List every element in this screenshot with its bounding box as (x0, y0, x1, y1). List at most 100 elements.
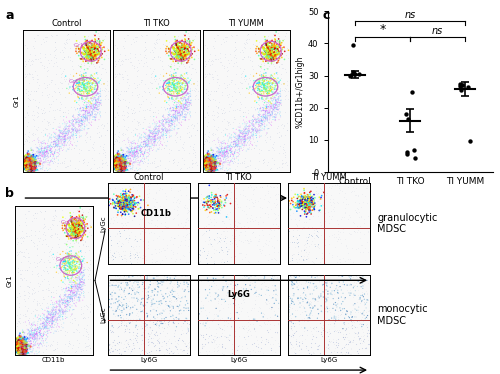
Point (51, 322, 59, 328)
Point (233, 142, 241, 148)
Point (258, 114, 266, 120)
Point (111, 71, 119, 77)
Point (24, 161, 32, 167)
Point (68, 142, 76, 148)
Point (22, 215, 30, 221)
Point (19, 351, 27, 357)
Point (208, 71, 216, 77)
Point (270, 184, 278, 190)
Point (74, 322, 82, 328)
Point (76, 87, 84, 93)
Point (90, 101, 98, 107)
Point (258, 80, 266, 86)
Point (58, 297, 66, 303)
Point (111, 157, 119, 163)
Point (116, 162, 124, 168)
Point (236, 134, 244, 140)
Point (209, 159, 217, 165)
Point (241, 121, 249, 127)
Point (278, 121, 286, 127)
Point (72, 225, 80, 231)
Point (19, 339, 27, 345)
Point (31, 163, 39, 169)
Point (58, 128, 66, 134)
Point (206, 160, 214, 166)
Point (300, 277, 308, 283)
Point (118, 199, 126, 205)
Point (177, 45, 185, 51)
Point (112, 296, 120, 302)
Point (52, 260, 60, 266)
Point (82, 44, 90, 50)
Point (111, 161, 119, 167)
Point (160, 219, 168, 225)
Point (16, 349, 24, 355)
Point (46, 342, 54, 348)
Point (204, 167, 212, 173)
Point (202, 160, 210, 166)
Point (73, 226, 81, 232)
Point (30, 164, 38, 170)
Point (14, 342, 22, 348)
Point (61, 303, 69, 309)
Point (174, 57, 182, 63)
Point (16, 345, 24, 351)
Point (108, 323, 116, 329)
Point (24, 159, 32, 165)
Point (22, 267, 30, 273)
Point (182, 80, 190, 86)
Point (204, 160, 212, 166)
Point (116, 160, 124, 166)
Point (82, 306, 90, 312)
Point (128, 202, 136, 208)
Point (117, 160, 125, 166)
Point (114, 157, 122, 163)
Point (262, 114, 270, 120)
Point (45, 327, 53, 333)
Point (132, 316, 140, 322)
Point (306, 291, 314, 297)
Point (254, 96, 262, 102)
Point (66, 288, 74, 294)
Point (36, 152, 44, 158)
Point (18, 347, 26, 353)
Point (128, 197, 136, 203)
Point (146, 208, 154, 214)
Point (226, 142, 234, 148)
Point (194, 120, 202, 126)
Point (231, 205, 239, 211)
Point (263, 80, 271, 86)
Point (32, 88, 40, 94)
Point (34, 288, 42, 294)
Point (65, 285, 73, 291)
Point (24, 157, 32, 163)
Point (74, 270, 82, 276)
Point (124, 253, 132, 259)
Point (256, 147, 264, 153)
Point (224, 148, 232, 154)
Point (259, 114, 267, 120)
Point (170, 105, 178, 111)
Point (50, 317, 58, 323)
Point (205, 151, 213, 157)
Point (124, 197, 132, 203)
Point (209, 168, 217, 174)
Point (175, 106, 183, 112)
Point (262, 105, 270, 111)
Point (22, 160, 30, 166)
Point (16, 344, 24, 350)
Point (64, 130, 72, 136)
Point (240, 126, 248, 132)
Point (305, 231, 313, 237)
Point (24, 168, 32, 174)
Point (253, 117, 261, 123)
Point (114, 119, 122, 125)
Point (272, 91, 280, 96)
Point (124, 145, 132, 151)
Point (310, 227, 318, 233)
Point (142, 135, 150, 141)
Point (116, 158, 124, 164)
Point (30, 158, 38, 164)
Point (26, 160, 34, 166)
Point (79, 115, 87, 121)
